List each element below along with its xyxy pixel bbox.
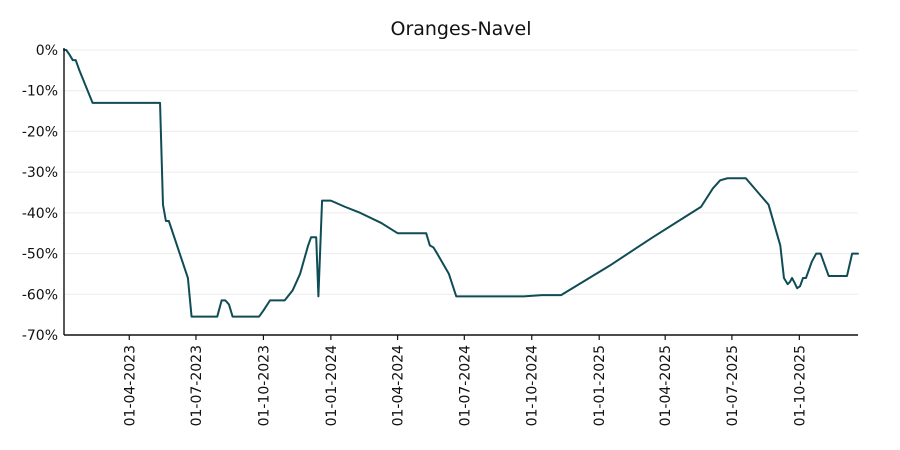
y-tick-label: -30% — [22, 165, 58, 181]
series-layer — [63, 49, 859, 318]
series-line — [63, 49, 859, 318]
x-tick-label: 01-01-2025 — [592, 345, 608, 426]
x-tick-label: 01-10-2024 — [525, 345, 541, 426]
y-tick-label: 0% — [36, 43, 58, 59]
x-tick-label: 01-04-2025 — [658, 345, 674, 426]
y-tick-label: -70% — [22, 328, 58, 344]
x-tick-label: 01-10-2025 — [792, 345, 808, 426]
x-tick-label: 01-07-2023 — [189, 345, 205, 426]
x-tick-label: 01-04-2024 — [391, 345, 407, 426]
y-tick-label: -40% — [22, 206, 58, 222]
x-tick-label: 01-07-2025 — [725, 345, 741, 426]
y-tick-label: -50% — [22, 247, 58, 263]
y-ticks: 0% -10% -20% -30% -40% -50% -60% -70% — [22, 43, 58, 344]
y-tick-label: -60% — [22, 287, 58, 303]
grid-lines — [64, 49, 858, 295]
x-ticks: 01-04-2023 01-07-2023 01-10-2023 01-01-2024… — [122, 335, 808, 426]
y-tick-label: -20% — [22, 124, 58, 140]
x-tick-label: 01-01-2024 — [324, 345, 340, 426]
y-tick-label: -10% — [22, 84, 58, 100]
x-tick-label: 01-07-2024 — [457, 345, 473, 426]
chart-title: Oranges-Navel — [390, 18, 531, 40]
x-tick-label: 01-10-2023 — [256, 345, 272, 426]
x-tick-label: 01-04-2023 — [122, 345, 138, 426]
